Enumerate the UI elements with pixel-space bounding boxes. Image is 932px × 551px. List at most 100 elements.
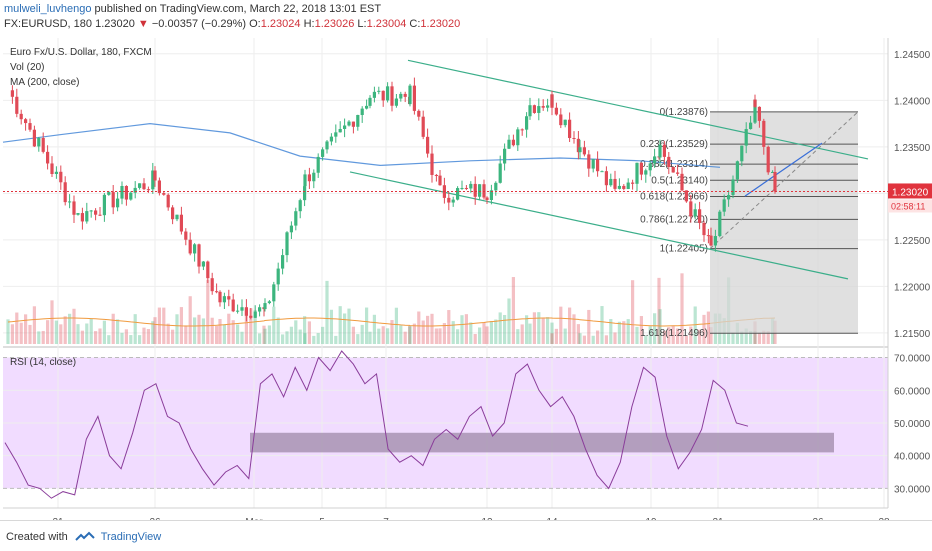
volume-bar: [546, 317, 550, 344]
volume-bar: [347, 308, 351, 344]
candle-body: [377, 90, 381, 92]
volume-bar: [394, 307, 398, 344]
volume-bar: [151, 321, 155, 344]
candle-body: [735, 161, 739, 180]
volume-bar: [762, 330, 766, 344]
candle-body: [713, 236, 717, 246]
price-chart-svg[interactable]: 0(1.23876) 0.236(1.23529) 0.382(1.23314) 0.…: [0, 0, 932, 520]
candle-body: [76, 213, 80, 215]
volume-bar: [351, 326, 355, 344]
candle-body: [485, 197, 489, 201]
candle-body: [689, 201, 693, 217]
volume-bar: [744, 328, 748, 344]
candle-body: [111, 192, 115, 208]
volume-bar: [408, 326, 412, 344]
author-link[interactable]: mulweli_luvhengo: [4, 3, 92, 15]
volume-bar: [201, 318, 205, 344]
last-price-label: 1.23020: [892, 187, 929, 198]
volume-bar: [166, 323, 170, 344]
volume-bar: [667, 327, 671, 344]
volume-bar: [124, 329, 128, 344]
candle-body: [206, 261, 210, 279]
candle-body: [591, 159, 595, 169]
volume-bar: [582, 335, 586, 344]
candle-body: [68, 201, 72, 203]
candle-body: [576, 138, 580, 153]
candle-body: [399, 93, 403, 99]
volume-bar: [157, 307, 161, 344]
volume-bar: [206, 279, 210, 344]
candle-body: [456, 188, 460, 200]
candle-body: [648, 163, 652, 171]
volume-bar: [153, 317, 157, 344]
y-tick-label: 1.22000: [894, 282, 931, 293]
volume-bar: [709, 327, 713, 344]
volume-bar: [478, 327, 482, 344]
volume-bar: [54, 320, 58, 344]
volume-bar: [503, 314, 507, 344]
candle-body: [541, 106, 545, 108]
volume-bar: [494, 319, 498, 344]
candle-body: [740, 145, 744, 162]
volume-bar: [511, 277, 515, 344]
volume-bar: [325, 280, 329, 344]
candle-body: [249, 315, 253, 318]
candle-body: [28, 123, 32, 130]
candle-body: [236, 310, 240, 312]
volume-bar: [146, 329, 150, 344]
candle-body: [240, 307, 244, 311]
candle-body: [498, 163, 502, 183]
volume-bar: [520, 324, 524, 344]
fib-level-label: 1(1.22405): [660, 244, 708, 255]
volume-bar: [80, 330, 84, 344]
candle-body: [231, 299, 235, 312]
chart-header: mulweli_luvhengo published on TradingVie…: [0, 0, 932, 32]
rsi-line: [4, 350, 749, 499]
volume-bar: [28, 324, 32, 344]
x-tick-label: 19: [645, 517, 657, 520]
channel-lower-line: [349, 171, 849, 280]
candle-body: [473, 183, 477, 197]
volume-bar: [617, 321, 621, 344]
volume-bar: [76, 324, 80, 344]
volume-bar: [193, 317, 197, 344]
volume-bar: [227, 313, 231, 344]
candle-body: [532, 105, 536, 113]
x-tick-label: 21: [52, 517, 64, 520]
candle-body: [434, 174, 438, 176]
candle-body: [153, 170, 157, 181]
tradingview-link[interactable]: TradingView: [100, 531, 162, 543]
candle-body: [166, 194, 170, 208]
candle-body: [749, 122, 753, 130]
volume-bar: [253, 310, 257, 344]
volume-bar: [469, 322, 473, 344]
legend-symbol: Euro Fx/U.S. Dollar, 180, FXCM: [10, 47, 152, 58]
candle-body: [368, 97, 372, 106]
candle-body: [460, 187, 464, 189]
candle-body: [676, 172, 680, 174]
volume-bar: [98, 328, 102, 344]
candle-body: [133, 187, 137, 193]
volume-bar: [138, 335, 142, 344]
candle-body: [511, 139, 515, 146]
volume-bar: [680, 273, 684, 344]
candle-body: [702, 222, 706, 236]
volume-bar: [390, 320, 394, 344]
volume-bar: [408, 326, 412, 344]
candle-body: [244, 307, 248, 316]
candle-body: [578, 147, 582, 153]
rsi-tick-label: 50.0000: [894, 419, 931, 430]
volume-bar: [447, 310, 451, 344]
volume-bar: [102, 320, 106, 344]
candle-body: [102, 194, 106, 216]
volume-bar: [303, 333, 307, 344]
created-label: Created with: [6, 531, 68, 543]
volume-bar: [46, 320, 50, 344]
candle-body: [464, 187, 468, 189]
candle-body: [762, 120, 766, 147]
down-arrow-icon: ▼: [137, 18, 149, 30]
candle-body: [276, 268, 280, 285]
volume-bar: [559, 306, 563, 344]
volume-bar: [507, 298, 511, 344]
candle-body: [32, 129, 36, 147]
